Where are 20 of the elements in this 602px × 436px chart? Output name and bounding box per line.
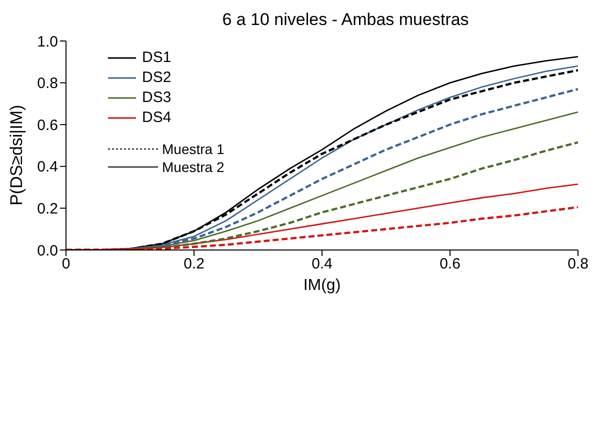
y-tick-label: 0.2: [37, 200, 58, 218]
y-tick-label: 0.8: [37, 75, 58, 92]
chart-title: 6 a 10 niveles - Ambas muestras: [221, 10, 470, 30]
y-tick-label: 0.4: [37, 158, 58, 176]
y-tick-label: 0.0: [37, 242, 58, 260]
x-tick-label: 0.4: [312, 256, 332, 273]
annotation: Muestra 2: [162, 158, 224, 176]
legend-label: DS1: [142, 48, 172, 68]
annotation: Muestra 1: [162, 140, 224, 158]
legend-label: DS2: [142, 68, 172, 88]
y-tick-label: 0.6: [37, 116, 58, 134]
x-axis-title: IM(g): [303, 277, 341, 294]
x-tick-label: 0: [62, 256, 70, 273]
legend-label: DS3: [142, 88, 172, 108]
x-tick-label: 0.2: [184, 256, 204, 273]
x-tick-label: 0.6: [440, 256, 460, 273]
legend-label: DS4: [142, 108, 172, 128]
y-axis-title: P(DS≥dsi|IM): [7, 104, 26, 206]
y-tick-label: 1.0: [37, 33, 58, 50]
x-tick-label: 0.8: [568, 256, 588, 273]
